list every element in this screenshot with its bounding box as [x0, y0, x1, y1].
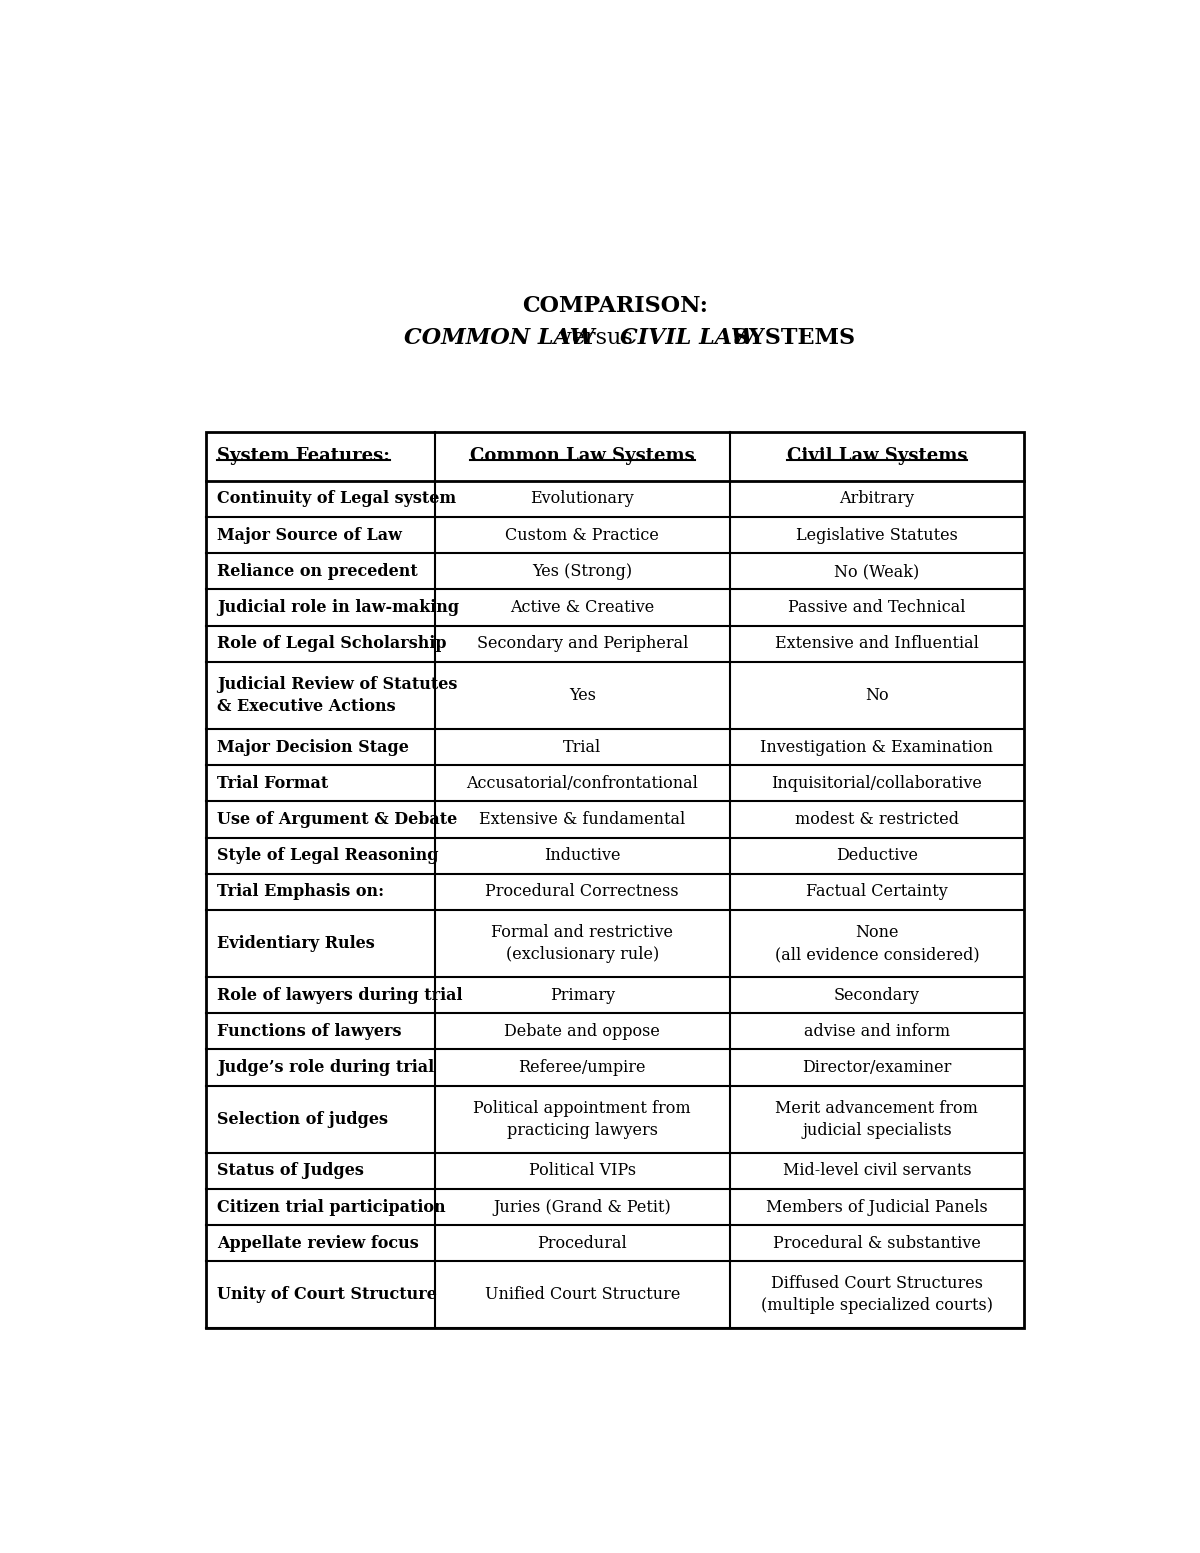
- Text: Evidentiary Rules: Evidentiary Rules: [217, 935, 374, 952]
- Text: Mid-level civil servants: Mid-level civil servants: [782, 1162, 971, 1179]
- Text: Procedural Correctness: Procedural Correctness: [486, 884, 679, 901]
- Bar: [206, 432, 1024, 1328]
- Text: Trial: Trial: [563, 739, 601, 756]
- Text: Extensive and Influential: Extensive and Influential: [775, 635, 979, 652]
- Text: Factual Certainty: Factual Certainty: [806, 884, 948, 901]
- Text: System Features:: System Features:: [217, 447, 390, 466]
- Text: Procedural: Procedural: [538, 1235, 628, 1252]
- Text: Political appointment from
practicing lawyers: Political appointment from practicing la…: [474, 1100, 691, 1138]
- Text: Custom & Practice: Custom & Practice: [505, 526, 659, 544]
- Text: Major Decision Stage: Major Decision Stage: [217, 739, 409, 756]
- Text: Procedural & substantive: Procedural & substantive: [773, 1235, 980, 1252]
- Text: Passive and Technical: Passive and Technical: [788, 599, 966, 617]
- Text: Appellate review focus: Appellate review focus: [217, 1235, 419, 1252]
- Text: advise and inform: advise and inform: [804, 1023, 950, 1041]
- Text: Referee/umpire: Referee/umpire: [518, 1059, 646, 1076]
- Text: Deductive: Deductive: [836, 848, 918, 863]
- Text: Common Law Systems: Common Law Systems: [470, 447, 695, 466]
- Text: Yes: Yes: [569, 686, 595, 704]
- Text: Secondary and Peripheral: Secondary and Peripheral: [476, 635, 688, 652]
- Text: Role of lawyers during trial: Role of lawyers during trial: [217, 986, 462, 1003]
- Text: Unity of Court Structure: Unity of Court Structure: [217, 1286, 437, 1303]
- Text: None
(all evidence considered): None (all evidence considered): [774, 924, 979, 963]
- Text: Evolutionary: Evolutionary: [530, 491, 634, 508]
- Text: No (Weak): No (Weak): [834, 562, 919, 579]
- Text: Judicial Review of Statutes
& Executive Actions: Judicial Review of Statutes & Executive …: [217, 676, 457, 714]
- Text: Investigation & Examination: Investigation & Examination: [761, 739, 994, 756]
- Text: Unified Court Structure: Unified Court Structure: [485, 1286, 680, 1303]
- Text: COMMON LAW: COMMON LAW: [404, 328, 595, 349]
- Text: Primary: Primary: [550, 986, 614, 1003]
- Text: Inductive: Inductive: [544, 848, 620, 863]
- Text: Legislative Statutes: Legislative Statutes: [796, 526, 958, 544]
- Text: COMPARISON:: COMPARISON:: [522, 295, 708, 317]
- Text: CIVIL LAW: CIVIL LAW: [620, 328, 756, 349]
- Text: Extensive & fundamental: Extensive & fundamental: [479, 811, 685, 828]
- Text: Use of Argument & Debate: Use of Argument & Debate: [217, 811, 457, 828]
- Text: Civil Law Systems: Civil Law Systems: [787, 447, 967, 466]
- Text: Secondary: Secondary: [834, 986, 920, 1003]
- Text: Style of Legal Reasoning: Style of Legal Reasoning: [217, 848, 438, 863]
- Text: Selection of judges: Selection of judges: [217, 1110, 388, 1127]
- Text: Inquisitorial/collaborative: Inquisitorial/collaborative: [772, 775, 983, 792]
- Text: Members of Judicial Panels: Members of Judicial Panels: [766, 1199, 988, 1216]
- Text: Status of Judges: Status of Judges: [217, 1162, 364, 1179]
- Text: Debate and oppose: Debate and oppose: [504, 1023, 660, 1041]
- Text: Functions of lawyers: Functions of lawyers: [217, 1023, 402, 1041]
- Text: Trial Emphasis on:: Trial Emphasis on:: [217, 884, 384, 901]
- Text: modest & restricted: modest & restricted: [794, 811, 959, 828]
- Text: Continuity of Legal system: Continuity of Legal system: [217, 491, 456, 508]
- Text: Arbitrary: Arbitrary: [839, 491, 914, 508]
- Text: Active & Creative: Active & Creative: [510, 599, 654, 617]
- Text: versus: versus: [552, 328, 640, 349]
- Text: Role of Legal Scholarship: Role of Legal Scholarship: [217, 635, 446, 652]
- Text: Reliance on precedent: Reliance on precedent: [217, 562, 418, 579]
- Text: Political VIPs: Political VIPs: [529, 1162, 636, 1179]
- Text: Accusatorial/confrontational: Accusatorial/confrontational: [467, 775, 698, 792]
- Text: Judge’s role during trial: Judge’s role during trial: [217, 1059, 434, 1076]
- Text: No: No: [865, 686, 889, 704]
- Text: Formal and restrictive
(exclusionary rule): Formal and restrictive (exclusionary rul…: [491, 924, 673, 963]
- Text: Trial Format: Trial Format: [217, 775, 329, 792]
- Text: Citizen trial participation: Citizen trial participation: [217, 1199, 445, 1216]
- Text: SYSTEMS: SYSTEMS: [725, 328, 856, 349]
- Text: Yes (Strong): Yes (Strong): [533, 562, 632, 579]
- Text: Judicial role in law-making: Judicial role in law-making: [217, 599, 460, 617]
- Text: Diffused Court Structures
(multiple specialized courts): Diffused Court Structures (multiple spec…: [761, 1275, 992, 1314]
- Text: Merit advancement from
judicial specialists: Merit advancement from judicial speciali…: [775, 1100, 978, 1138]
- Text: Director/examiner: Director/examiner: [803, 1059, 952, 1076]
- Text: Juries (Grand & Petit): Juries (Grand & Petit): [493, 1199, 671, 1216]
- Text: Major Source of Law: Major Source of Law: [217, 526, 402, 544]
